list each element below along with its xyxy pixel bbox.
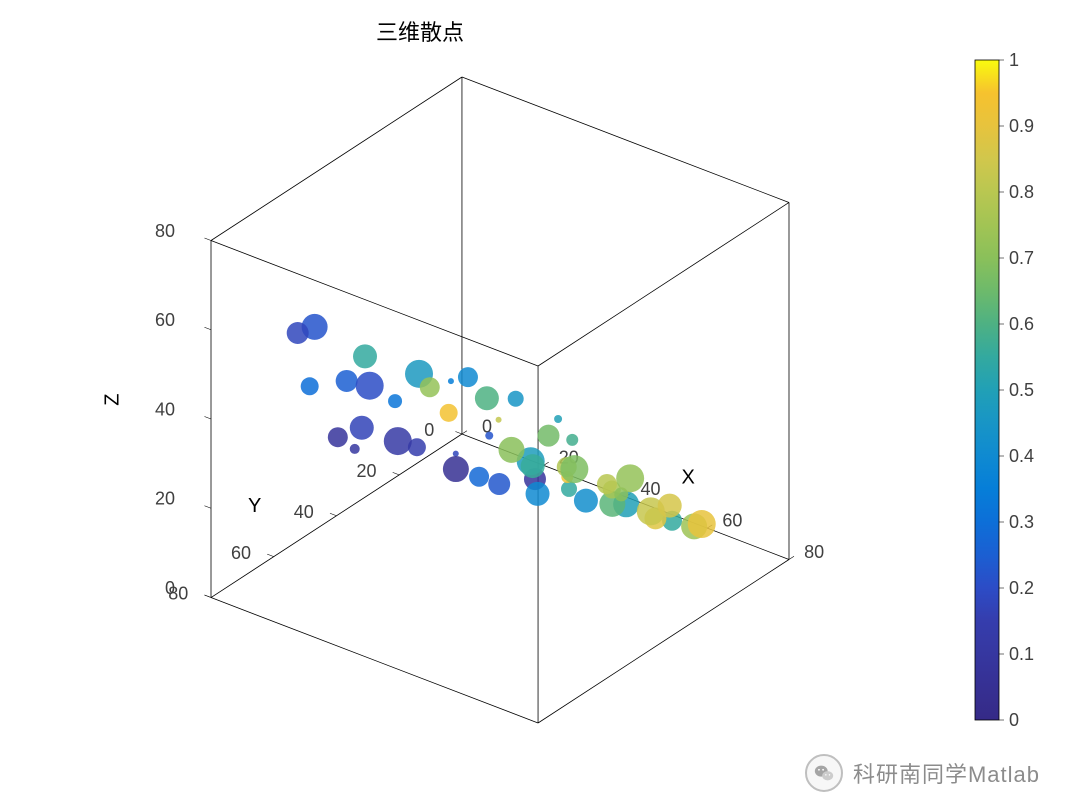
scatter-point (469, 467, 489, 487)
scatter-point (453, 451, 459, 457)
scatter-point (537, 425, 559, 447)
colorbar-tick-label: 0.8 (1009, 182, 1034, 202)
scatter-point (496, 417, 502, 423)
scatter-point (561, 481, 577, 497)
scatter-point (350, 444, 360, 454)
scatter-point (353, 344, 377, 368)
scatter-point (526, 482, 550, 506)
colorbar-gradient (975, 60, 999, 720)
colorbar-tick-label: 0.3 (1009, 512, 1034, 532)
scatter-point (521, 454, 545, 478)
svg-text:80: 80 (804, 542, 824, 562)
colorbar-tick-label: 0.5 (1009, 380, 1034, 400)
colorbar: 0 0.1 0.2 0.3 0.4 0.5 0.6 0.7 0.8 0.9 1 (975, 50, 1034, 730)
scatter-point (658, 494, 682, 518)
scatter-point (554, 415, 562, 423)
svg-text:0: 0 (165, 578, 175, 598)
colorbar-tick-label: 0.6 (1009, 314, 1034, 334)
scatter-point (688, 510, 716, 538)
scatter-point (488, 473, 510, 495)
axis-ticks: 020406080020406080020406080 (155, 221, 824, 604)
scatter-point (336, 370, 358, 392)
svg-text:40: 40 (155, 399, 175, 419)
z-axis-label: Z (102, 393, 124, 405)
scatter-point (574, 489, 598, 513)
x-axis-label: X (682, 467, 695, 489)
scatter-point (301, 377, 319, 395)
scatter-point (328, 427, 348, 447)
colorbar-tick-label: 0.2 (1009, 578, 1034, 598)
scatter-point (356, 372, 384, 400)
colorbar-tick-label: 0.9 (1009, 116, 1034, 136)
scatter-point (458, 367, 478, 387)
colorbar-tick-label: 0.1 (1009, 644, 1034, 664)
scatter-point (440, 404, 458, 422)
scatter-point (420, 377, 440, 397)
colorbar-tick-label: 0.7 (1009, 248, 1034, 268)
colorbar-tick-label: 0 (1009, 710, 1019, 730)
scatter-point (597, 474, 617, 494)
scatter-point (384, 427, 412, 455)
colorbar-tick-label: 0.4 (1009, 446, 1034, 466)
scatter-point (350, 416, 374, 440)
scatter-point (448, 378, 454, 384)
svg-text:60: 60 (231, 543, 251, 563)
scatter-point (287, 322, 309, 344)
colorbar-tick-label: 1 (1009, 50, 1019, 70)
chart-title: 三维散点 (376, 20, 464, 45)
y-axis-label: Y (248, 495, 261, 517)
svg-text:80: 80 (155, 221, 175, 241)
scatter-point (508, 391, 524, 407)
scatter-point (388, 394, 402, 408)
svg-text:60: 60 (155, 310, 175, 330)
scatter-point (499, 437, 525, 463)
svg-text:40: 40 (294, 502, 314, 522)
svg-text:20: 20 (155, 489, 175, 509)
scatter-point (566, 434, 578, 446)
scatter3d-plot: 三维散点 020406080020406080020406080 X Y Z 0… (0, 0, 1080, 810)
scatter-point (560, 455, 588, 483)
scatter-points (287, 314, 716, 539)
svg-text:0: 0 (424, 420, 434, 440)
scatter-point (616, 464, 644, 492)
svg-text:20: 20 (356, 461, 376, 481)
scatter-point (475, 386, 499, 410)
axes-box (211, 77, 789, 723)
svg-text:60: 60 (722, 510, 742, 530)
scatter-point (485, 432, 493, 440)
scatter-point (443, 456, 469, 482)
figure-container: 三维散点 020406080020406080020406080 X Y Z 0… (0, 0, 1080, 810)
